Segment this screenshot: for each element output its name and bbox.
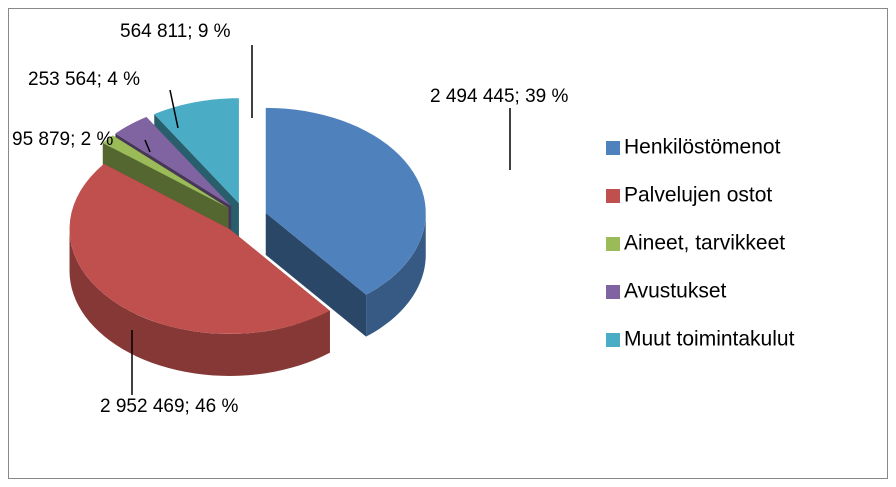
slice xyxy=(154,98,239,204)
slice xyxy=(102,135,229,208)
data-label: 253 564; 4 % xyxy=(28,69,140,90)
legend-label: Henkilöstömenot xyxy=(624,136,781,159)
data-label: 95 879; 2 % xyxy=(12,129,114,150)
slice xyxy=(69,163,330,334)
legend-label: Aineet, tarvikkeet xyxy=(624,232,785,255)
slice-wall xyxy=(69,228,330,376)
slice xyxy=(265,107,426,295)
legend-swatch xyxy=(606,189,620,203)
legend-label: Avustukset xyxy=(624,280,726,303)
leader-line xyxy=(169,89,179,129)
legend-label: Muut toimintakulut xyxy=(624,328,795,351)
slice xyxy=(115,116,232,207)
legend-swatch xyxy=(606,237,620,251)
data-label: 564 811; 9 % xyxy=(120,21,231,42)
data-label: 2 494 445; 39 % xyxy=(430,86,568,107)
legend-swatch xyxy=(606,333,620,347)
legend-swatch xyxy=(606,141,620,155)
data-label: 2 952 469; 46 % xyxy=(100,396,238,417)
leader-line xyxy=(144,139,151,153)
slice-side xyxy=(265,212,367,337)
legend-label: Palvelujen ostot xyxy=(624,184,772,207)
slice-wall xyxy=(366,212,426,337)
legend-swatch xyxy=(606,285,620,299)
